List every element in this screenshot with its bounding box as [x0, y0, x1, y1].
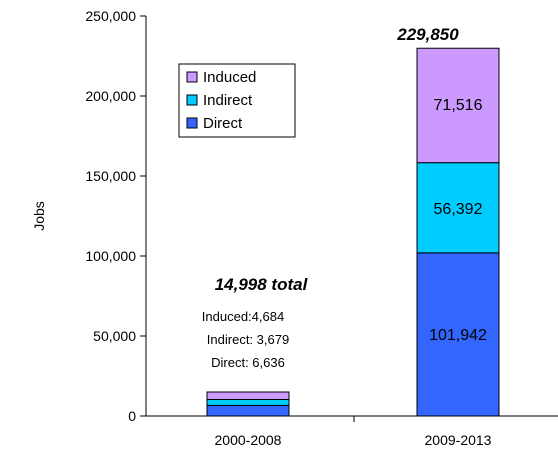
bar2-induced-label: 71,516: [434, 97, 483, 114]
bar1-indirect-label: Indirect: 3,679: [207, 332, 289, 347]
bar2-total-label: 229,850: [396, 25, 459, 44]
y-ticks: 0 50,000 100,000 150,000 200,000 250,000: [85, 8, 146, 424]
bar1-induced-label: Induced:4,684: [202, 309, 284, 324]
bar2-indirect-label: 56,392: [434, 201, 483, 218]
bar-induced-2: [416, 47, 500, 164]
y-tick-label: 0: [128, 408, 136, 424]
legend: Induced Indirect Direct: [178, 63, 296, 138]
legend-swatch-direct: [186, 117, 198, 129]
y-axis-label: Jobs: [31, 201, 47, 231]
legend-swatch-indirect: [186, 94, 198, 106]
bar-direct-2: [416, 252, 500, 417]
bars: [206, 47, 500, 417]
bar-direct-1: [206, 404, 290, 417]
category-labels: 2000-2008 2009-2013: [215, 432, 492, 448]
bar1-direct-label: Direct: 6,636: [211, 355, 285, 370]
x-category-label: 2009-2013: [425, 432, 492, 448]
legend-box: [178, 63, 296, 138]
legend-label-indirect: Indirect: [203, 92, 253, 109]
legend-swatch-induced: [186, 71, 198, 83]
y-tick-label: 250,000: [85, 8, 136, 24]
bar-induced-1: [206, 391, 290, 400]
bar1-total-label: 14,998 total: [215, 275, 309, 294]
y-tick-label: 150,000: [85, 168, 136, 184]
legend-label-direct: Direct: [203, 115, 243, 132]
bar-indirect-1: [206, 398, 290, 406]
bar-indirect-2: [416, 162, 500, 254]
bar2-direct-label: 101,942: [429, 327, 487, 344]
x-category-label: 2000-2008: [215, 432, 282, 448]
y-tick-label: 50,000: [93, 328, 136, 344]
y-tick-label: 200,000: [85, 88, 136, 104]
y-tick-label: 100,000: [85, 248, 136, 264]
legend-label-induced: Induced: [203, 69, 256, 86]
